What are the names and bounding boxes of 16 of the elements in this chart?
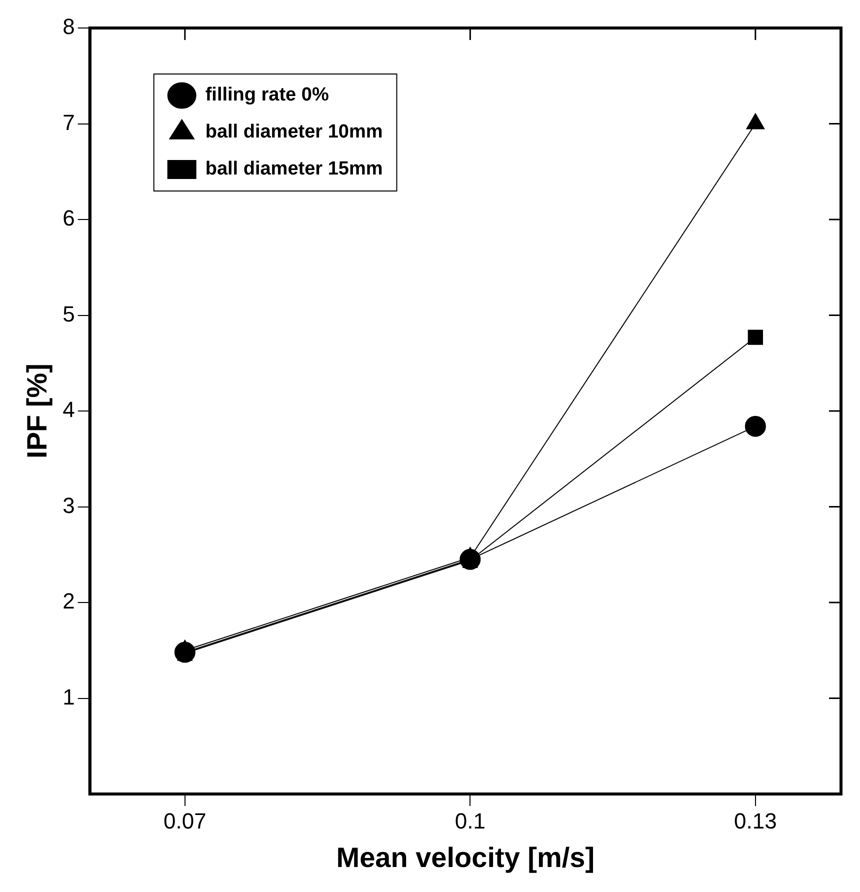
y-tick-label: 4 (62, 397, 75, 422)
x-axis-title: Mean velocity [m/s] (336, 842, 595, 873)
y-tick-label: 6 (62, 206, 75, 231)
y-tick-label: 7 (62, 110, 75, 135)
legend-label: filling rate 0% (205, 84, 329, 106)
y-tick-label: 2 (62, 588, 75, 614)
legend-label: ball diameter 15mm (205, 158, 383, 180)
y-tick-label: 1 (62, 684, 75, 710)
y-tick-label: 8 (62, 14, 75, 40)
x-tick-label: 0.13 (734, 808, 777, 834)
y-axis-title: IPF [%] (22, 364, 53, 458)
y-tick-label: 5 (62, 301, 75, 326)
x-tick-label: 0.07 (164, 808, 206, 834)
legend-label: ball diameter 10mm (205, 122, 383, 143)
y-tick-label: 3 (62, 492, 75, 518)
x-tick-label: 0.1 (454, 808, 486, 834)
